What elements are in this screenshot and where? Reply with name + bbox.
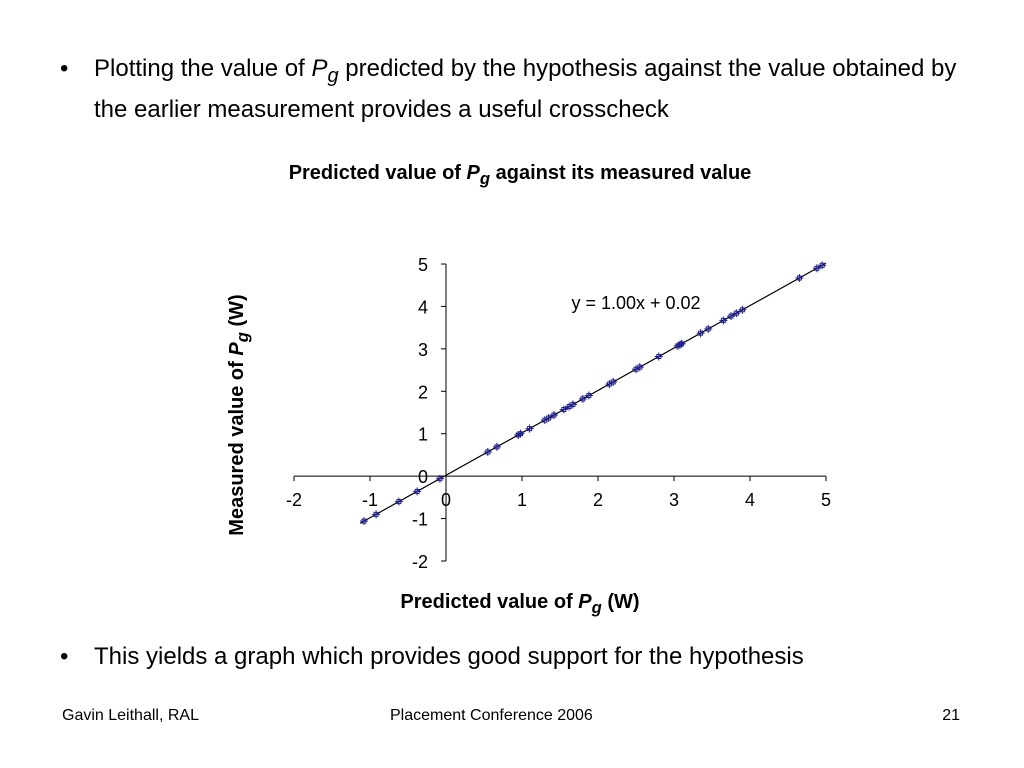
data-point — [494, 444, 500, 450]
y-tick-label: 5 — [418, 255, 428, 275]
points-layer — [359, 261, 827, 526]
x-axis-label-before: Predicted value of — [400, 591, 579, 613]
x-axis-label-subscript: g — [591, 598, 602, 617]
x-tick-label: 0 — [441, 490, 451, 510]
chart-title-symbol: P — [466, 162, 480, 184]
x-axis-label-after: (W) — [601, 591, 640, 613]
data-point — [580, 396, 586, 402]
data-point — [728, 313, 734, 319]
bullet-1: • Plotting the value of Pg predicted by … — [60, 52, 980, 127]
y-tick-label: 0 — [418, 467, 428, 487]
bullet-marker: • — [60, 55, 69, 82]
x-axis-label: Predicted value of Pg (W) — [330, 591, 710, 618]
x-tick-label: 3 — [669, 490, 679, 510]
data-point — [437, 476, 443, 482]
chart-title-before: Predicted value of — [288, 162, 467, 184]
data-point — [814, 265, 820, 271]
data-point — [698, 330, 704, 336]
x-tick-label: -2 — [286, 490, 302, 510]
data-point — [637, 364, 643, 370]
data-point — [586, 393, 592, 399]
data-point — [679, 341, 685, 347]
data-point — [570, 401, 576, 407]
data-point — [656, 353, 662, 359]
bullet-2: • This yields a graph which provides goo… — [60, 640, 980, 674]
data-point — [527, 426, 533, 432]
y-tick-label: 1 — [418, 425, 428, 445]
chart-title-after: against its measured value — [490, 162, 752, 184]
bullet-1-subscript: g — [327, 64, 339, 87]
data-point — [819, 262, 825, 268]
data-point — [705, 326, 711, 332]
x-tick-label: -1 — [362, 490, 378, 510]
data-point — [517, 431, 523, 437]
data-point — [720, 317, 726, 323]
data-point — [733, 310, 739, 316]
bullet-1-text-after: predicted by the hypothesis against the … — [94, 55, 957, 123]
footer-author: Gavin Leithall, RAL — [62, 707, 199, 724]
data-point — [610, 379, 616, 385]
trendline-equation: y = 1.00x + 0.02 — [571, 293, 700, 313]
y-tick-label: 3 — [418, 340, 428, 360]
data-point — [546, 415, 552, 421]
x-tick-label: 5 — [821, 490, 831, 510]
bullet-marker: • — [60, 643, 69, 670]
bullet-2-text: This yields a graph which provides good … — [94, 643, 804, 670]
y-tick-label: -2 — [412, 552, 428, 572]
y-tick-label: 2 — [418, 382, 428, 402]
chart-title-subscript: g — [479, 169, 491, 188]
data-point — [561, 407, 567, 413]
axes-layer: -2 -1 0 1 2 3 4 5 -2 -1 0 1 2 3 4 5 — [286, 255, 831, 572]
data-point — [739, 307, 745, 313]
slide-number: 21 — [942, 707, 960, 724]
y-tick-label: 4 — [418, 297, 428, 317]
y-tick-label: -1 — [412, 510, 428, 530]
footer-event: Placement Conference 2006 — [390, 707, 593, 724]
data-point — [361, 518, 367, 524]
data-point — [551, 412, 557, 418]
bullet-1-symbol: P — [311, 55, 328, 82]
chart-title: Predicted value of Pg against its measur… — [270, 156, 770, 196]
x-tick-label: 2 — [593, 490, 603, 510]
x-axis-label-symbol: P — [578, 591, 592, 613]
data-point — [373, 511, 379, 517]
data-point — [414, 488, 420, 494]
x-tick-label: 1 — [517, 490, 527, 510]
x-tick-label: 4 — [745, 490, 755, 510]
bullet-1-text-before: Plotting the value of — [94, 55, 312, 82]
bullet-1-text: Plotting the value of Pg predicted by th… — [94, 52, 980, 127]
data-point — [485, 449, 491, 455]
data-point — [396, 499, 402, 505]
data-point — [796, 275, 802, 281]
